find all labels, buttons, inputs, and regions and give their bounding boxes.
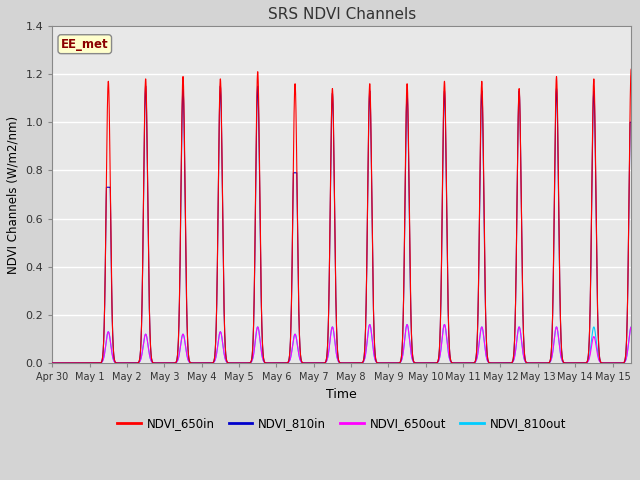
Y-axis label: NDVI Channels (W/m2/nm): NDVI Channels (W/m2/nm) (7, 115, 20, 274)
Text: EE_met: EE_met (61, 38, 109, 51)
Title: SRS NDVI Channels: SRS NDVI Channels (268, 7, 416, 22)
Legend: NDVI_650in, NDVI_810in, NDVI_650out, NDVI_810out: NDVI_650in, NDVI_810in, NDVI_650out, NDV… (112, 413, 572, 435)
X-axis label: Time: Time (326, 388, 357, 401)
